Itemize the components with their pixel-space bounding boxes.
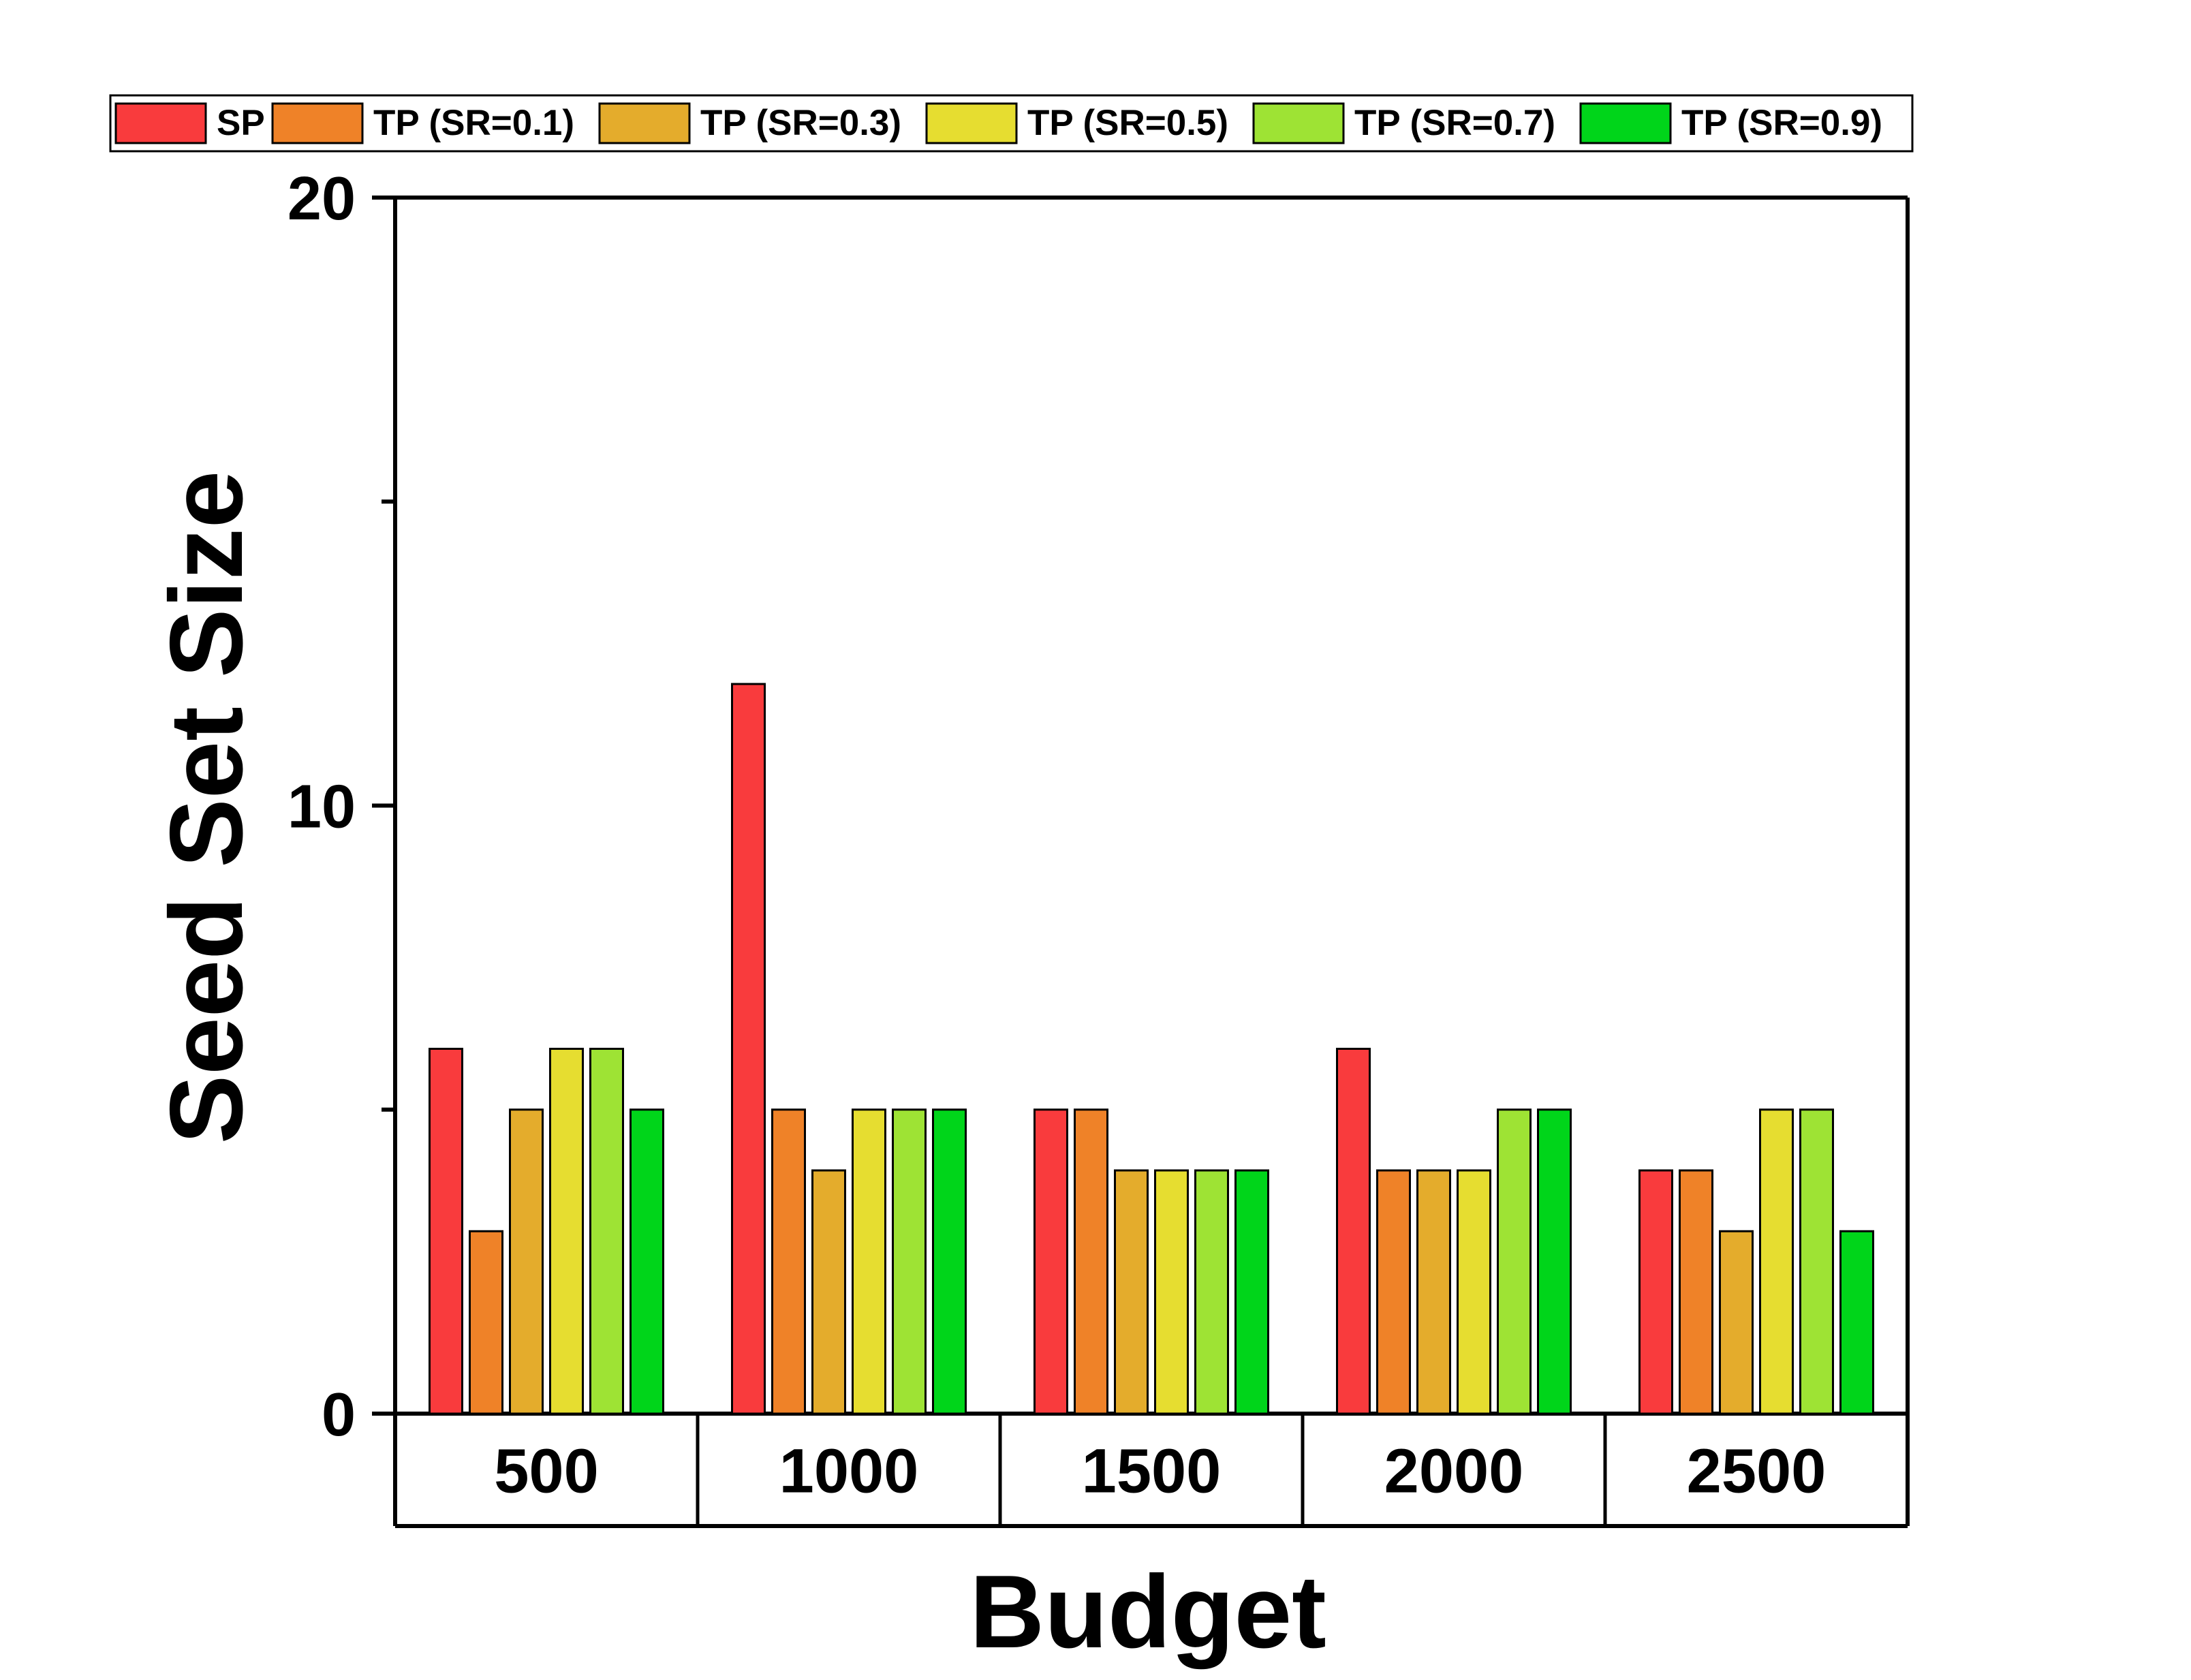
bar: [589, 1048, 624, 1415]
bar: [469, 1230, 503, 1415]
bar: [1376, 1169, 1411, 1415]
legend-swatch: [114, 102, 207, 144]
bar: [1759, 1108, 1794, 1415]
bar: [852, 1108, 886, 1415]
legend-label: TP (SR=0.9): [1681, 103, 1882, 143]
bar: [1034, 1108, 1068, 1415]
bar: [1114, 1169, 1149, 1415]
bar: [1154, 1169, 1189, 1415]
axes: 0 10 20: [288, 165, 1910, 1526]
x-tick-label: 1000: [779, 1437, 919, 1506]
bar: [1497, 1108, 1532, 1415]
bar: [1799, 1108, 1834, 1415]
x-tick-label: 500: [494, 1437, 599, 1506]
y-tick-label: 20: [288, 165, 356, 233]
bar: [811, 1169, 846, 1415]
bar: [731, 683, 766, 1415]
bar: [771, 1108, 806, 1415]
bar: [1719, 1230, 1754, 1415]
legend-label: SP: [217, 103, 265, 143]
y-tick-label: 0: [322, 1381, 356, 1449]
bar: [1537, 1108, 1572, 1415]
bar: [1457, 1169, 1491, 1415]
bar: [429, 1048, 463, 1415]
bar: [1679, 1169, 1713, 1415]
bar: [1839, 1230, 1874, 1415]
bar: [509, 1108, 544, 1415]
bar: [1194, 1169, 1229, 1415]
x-category-table: 500 1000 1500 2000 2500: [395, 1414, 1908, 1528]
legend-label: TP (SR=0.7): [1354, 103, 1555, 143]
bar: [630, 1108, 664, 1415]
legend-swatch: [1252, 102, 1345, 144]
bars: [429, 683, 1874, 1415]
legend-label: TP (SR=0.3): [700, 103, 901, 143]
legend-label: TP (SR=0.1): [373, 103, 574, 143]
bar: [549, 1048, 584, 1415]
bar: [892, 1108, 927, 1415]
x-tick-label: 2500: [1687, 1437, 1827, 1506]
legend-swatch: [1579, 102, 1672, 144]
y-tick-label: 10: [288, 773, 356, 841]
x-tick-label: 2000: [1384, 1437, 1524, 1506]
bar: [1336, 1048, 1371, 1415]
bar: [1638, 1169, 1673, 1415]
bar: [1416, 1169, 1451, 1415]
legend: SP TP (SR=0.1) TP (SR=0.3) TP (SR=0.5) TP (S…: [109, 94, 1914, 153]
legend-swatch: [925, 102, 1018, 144]
y-axis-label: Seed Set Size: [149, 471, 264, 1144]
bar: [932, 1108, 967, 1415]
x-axis-label: Budget: [969, 1554, 1326, 1670]
legend-label: TP (SR=0.5): [1027, 103, 1228, 143]
legend-swatch: [271, 102, 364, 144]
legend-swatch: [598, 102, 691, 144]
bar: [1234, 1169, 1269, 1415]
bar: [1074, 1108, 1108, 1415]
x-tick-label: 1500: [1082, 1437, 1222, 1506]
